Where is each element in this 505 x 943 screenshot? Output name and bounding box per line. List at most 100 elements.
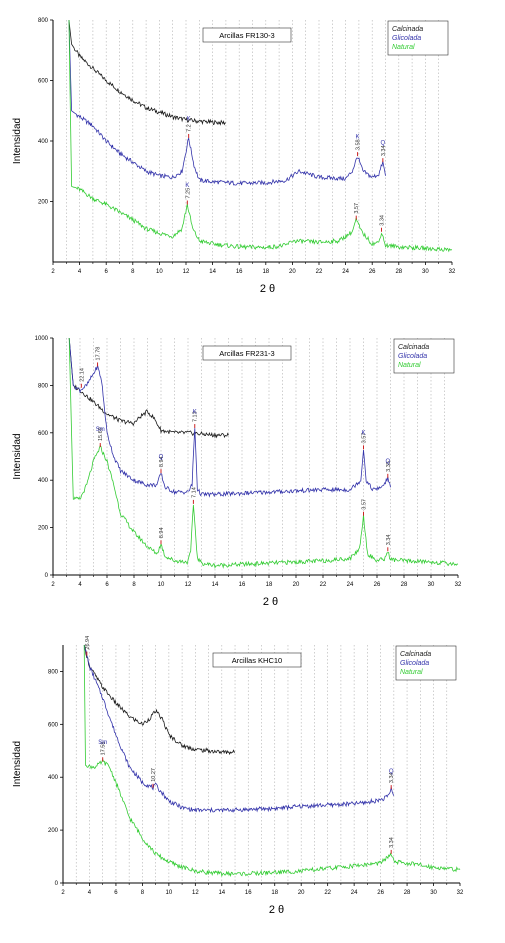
peak-symbol: Sm: [96, 427, 105, 433]
chart-panel-1: 2 4 6 8 10 12 14 16 18 20 22 24 26 28 30 32200400600800…: [12, 18, 456, 295]
y-tick-label: 200: [48, 828, 59, 834]
peak-symbol: Q: [385, 459, 390, 465]
y-tick-label: 200: [38, 526, 49, 532]
peak-label: 3.34: [381, 145, 387, 156]
peak-label: 7.14: [191, 487, 197, 498]
y-tick-label: 200: [38, 200, 49, 206]
x-tick-label: 2: [51, 582, 55, 588]
legend-entry-natural: Natural: [398, 362, 421, 369]
y-tick-label: 800: [38, 383, 49, 389]
peak-label: 3.34: [389, 772, 395, 783]
x-tick-label: 32: [449, 269, 456, 275]
y-axis-title: Intensidad: [12, 741, 23, 787]
x-axis-title: 2 θ: [263, 596, 278, 608]
x-tick-label: 24: [347, 582, 354, 588]
x-tick-label: 28: [401, 582, 408, 588]
peak-label: 3.34: [389, 837, 395, 848]
peak-label: 3.34: [380, 215, 386, 226]
peak-label: 17.58: [101, 742, 107, 756]
x-tick-label: 2: [61, 890, 65, 896]
peak-label: 7.13: [193, 411, 199, 422]
x-tick-label: 30: [428, 582, 435, 588]
legend-box: [387, 20, 449, 56]
peak-symbol: Q: [159, 454, 164, 460]
series-line-natural: [83, 644, 461, 878]
legend-entry-calcinada: Calcinada: [392, 26, 423, 33]
y-axis-title: Intensidad: [12, 433, 23, 479]
chart-panel-3: 2 4 6 8 10 12 14 16 18 20 22 24 26 28 30 32020040060080…: [12, 636, 464, 916]
legend-entry-natural: Natural: [392, 44, 415, 51]
x-tick-label: 16: [245, 890, 252, 896]
peak-symbol: Q: [381, 141, 386, 147]
legend-entry-glicolada: Glicolada: [392, 35, 421, 42]
x-tick-label: 6: [105, 582, 109, 588]
peak-label: 8.94: [159, 527, 165, 538]
peak-label: 10.27: [151, 768, 157, 782]
chart-title: Arcillas FR231-3: [219, 349, 274, 358]
chart-panel-2: 2 4 6 8 10 12 14 16 18 20 22 24 26 28 30 32020040060080…: [12, 336, 462, 608]
x-tick-label: 10: [156, 269, 163, 275]
peak-label: 3.35: [386, 461, 392, 472]
peak-label: 8.94: [159, 456, 165, 467]
x-tick-label: 24: [342, 269, 349, 275]
peak-label: 3.57: [362, 499, 368, 510]
x-tick-label: 14: [212, 582, 219, 588]
x-tick-label: 12: [192, 890, 199, 896]
x-tick-label: 4: [78, 582, 82, 588]
peak-symbol: K: [187, 116, 191, 122]
x-tick-label: 4: [88, 890, 92, 896]
x-tick-label: 12: [183, 269, 190, 275]
series-line-natural: [68, 337, 459, 569]
x-tick-label: 22: [316, 269, 323, 275]
y-tick-label: 0: [45, 573, 49, 579]
y-tick-label: 400: [38, 139, 49, 145]
y-tick-label: 800: [38, 18, 49, 24]
peak-symbol: K: [185, 183, 189, 189]
x-tick-label: 14: [209, 269, 216, 275]
series-line-calcinada: [68, 337, 229, 439]
peak-label: 3.34: [386, 535, 392, 546]
x-tick-label: 32: [457, 890, 464, 896]
x-tick-label: 6: [114, 890, 118, 896]
x-tick-label: 28: [404, 890, 411, 896]
peak-label: 3.57: [354, 203, 360, 214]
peak-label: 15.69: [98, 427, 104, 441]
x-tick-label: 6: [105, 269, 109, 275]
x-tick-label: 8: [141, 890, 145, 896]
x-tick-label: 10: [158, 582, 165, 588]
legend-box: [395, 645, 457, 681]
x-tick-label: 30: [430, 890, 437, 896]
legend-entry-glicolada: Glicolada: [400, 660, 429, 667]
peak-label: 3.57: [362, 433, 368, 444]
x-tick-label: 18: [271, 890, 278, 896]
x-axis-title: 2 θ: [269, 904, 284, 916]
title-box: [202, 345, 292, 361]
x-tick-label: 28: [395, 269, 402, 275]
peak-symbol: Q: [389, 769, 394, 775]
x-tick-label: 12: [185, 582, 192, 588]
x-tick-label: 30: [422, 269, 429, 275]
series-line-glicolada: [68, 19, 386, 186]
y-axis-title: Intensidad: [12, 118, 23, 164]
x-tick-label: 18: [266, 582, 273, 588]
y-tick-label: 800: [48, 669, 59, 675]
y-tick-label: 600: [48, 722, 59, 728]
y-tick-label: 400: [48, 775, 59, 781]
x-axis-title: 2 θ: [260, 283, 275, 295]
chart-title: Arcillas FR130-3: [219, 31, 274, 40]
x-tick-label: 2: [51, 269, 55, 275]
x-tick-label: 20: [293, 582, 300, 588]
legend-box: [393, 338, 455, 374]
x-tick-label: 8: [132, 582, 136, 588]
peak-label: 17.78: [96, 347, 102, 361]
title-box: [202, 27, 292, 43]
x-tick-label: 24: [351, 890, 358, 896]
peak-label: 22.14: [79, 368, 85, 382]
title-box: [212, 652, 302, 668]
x-tick-label: 22: [320, 582, 327, 588]
series-line-calcinada: [83, 644, 236, 756]
series-line-glicolada: [68, 337, 391, 498]
peak-label: 3.58: [356, 139, 362, 150]
x-tick-label: 26: [377, 890, 384, 896]
series-line-natural: [68, 19, 453, 253]
